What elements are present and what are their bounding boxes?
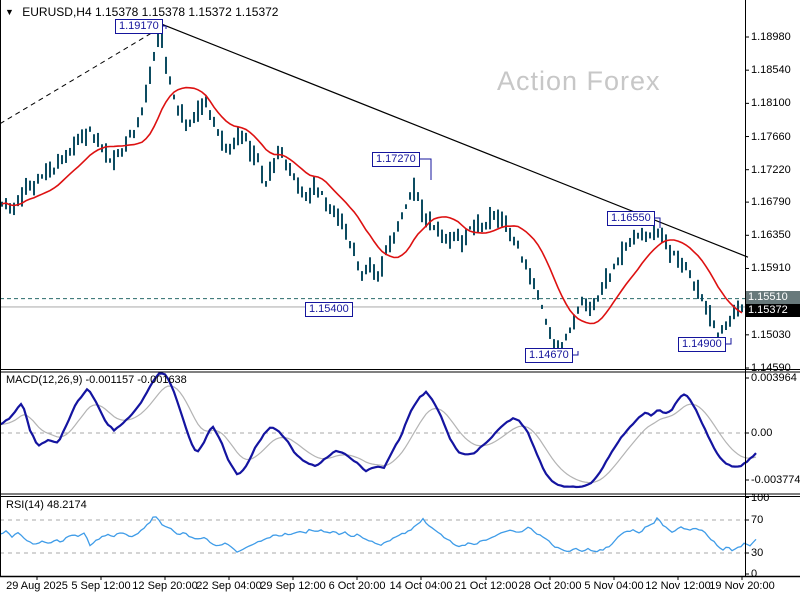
dashed-ascending-trendline	[0, 27, 161, 125]
time-axis-label: 29 Sep 12:00	[260, 580, 326, 592]
moving-average-line	[1, 86, 743, 325]
macd-signal-line	[0, 385, 757, 484]
price-level-tag[interactable]: 1.14670	[525, 348, 573, 363]
rsi-line	[0, 516, 757, 553]
bid-current-price-label: 1.15372	[746, 304, 800, 317]
axis-tick-label: 1.18100	[751, 97, 791, 109]
axis-tick-label: 1.18540	[751, 64, 791, 76]
time-axis-label: 29 Aug 2025	[6, 580, 68, 592]
axis-tick-label: 1.18980	[751, 31, 791, 43]
axis-tick-label: 0	[751, 568, 758, 580]
time-axis-label: 28 Oct 20:00	[518, 580, 582, 592]
time-axis-label: 5 Nov 04:00	[584, 580, 644, 592]
axis-tick-label: 1.15910	[751, 262, 791, 274]
rsi-indicator-label: RSI(14) 48.2174	[6, 499, 87, 511]
axis-tick-label: -0.003774	[751, 474, 800, 486]
price-level-tag[interactable]: 1.15400	[305, 302, 353, 317]
axis-tick-label: 1.16350	[751, 229, 791, 241]
axis-tick-label: 100	[751, 492, 770, 504]
macd-indicator-label: MACD(12,26,9) -0.001157 -0.001638	[6, 374, 187, 386]
axis-tick-label: 30	[751, 547, 764, 559]
axis-tick-label: 1.16790	[751, 196, 791, 208]
price-tag-connector	[418, 158, 432, 180]
axis-tick-label: 70	[751, 514, 764, 526]
symbol-header: ▼ EURUSD,H4 1.15378 1.15378 1.15372 1.15…	[5, 5, 278, 19]
axis-tick-label: 0.003964	[751, 372, 797, 384]
axis-tick-label: 1.15030	[751, 329, 791, 341]
price-level-tag[interactable]: 1.14900	[678, 337, 726, 352]
time-axis-label: 5 Sep 12:00	[71, 580, 131, 592]
price-level-tag[interactable]: 1.17270	[372, 152, 420, 167]
time-axis-label: 19 Nov 20:00	[709, 580, 775, 592]
price-tag-connector	[653, 217, 661, 228]
price-level-tag[interactable]: 1.16550	[607, 211, 655, 226]
axis-tick-label: 1.17220	[751, 164, 791, 176]
price-level-tag[interactable]: 1.19170	[115, 19, 163, 34]
symbol-quotes: 1.15378 1.15378 1.15372 1.15372	[94, 5, 279, 19]
ask-level-price-label: 1.15510	[746, 291, 800, 304]
time-axis-label: 6 Oct 20:00	[328, 580, 386, 592]
time-axis-label: 12 Sep 20:00	[132, 580, 198, 592]
collapse-triangle-icon[interactable]: ▼	[5, 7, 14, 17]
price-tag-connector	[571, 351, 579, 356]
axis-tick-label: 0.00	[751, 427, 773, 439]
axis-tick-label: 1.17660	[751, 131, 791, 143]
axis-tick-label: 1.14590	[751, 362, 791, 374]
time-axis-label: 21 Oct 12:00	[454, 580, 518, 592]
watermark: Action Forex	[497, 66, 661, 96]
time-axis-label: 12 Nov 12:00	[645, 580, 711, 592]
time-axis-label: 22 Sep 04:00	[196, 580, 262, 592]
symbol-name: EURUSD,H4	[22, 5, 92, 19]
price-tag-connector	[724, 338, 732, 345]
macd-main-line	[0, 372, 757, 489]
time-axis-label: 14 Oct 04:00	[389, 580, 453, 592]
